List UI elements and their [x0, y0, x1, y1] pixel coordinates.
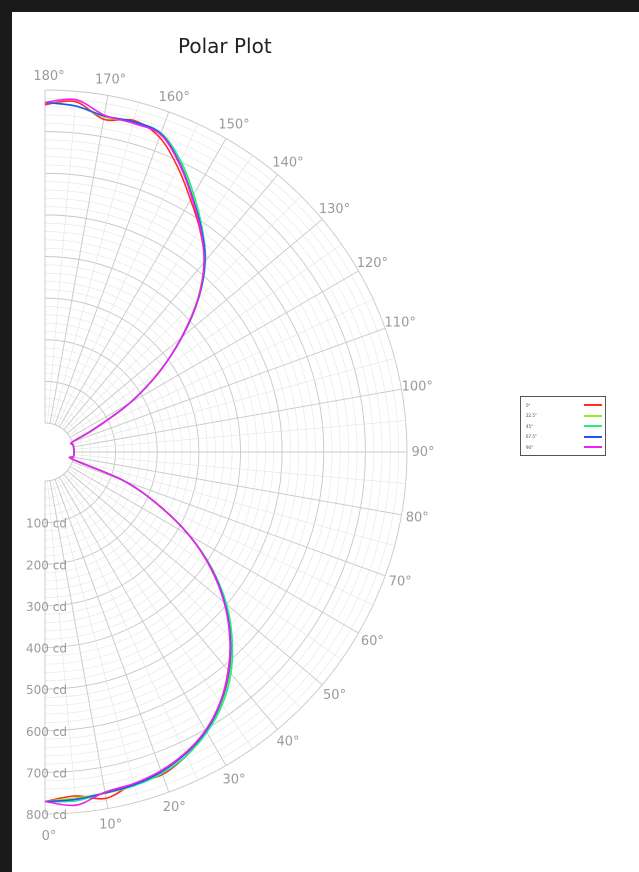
- angle-spoke: [71, 298, 374, 441]
- angle-tick-label: 40°: [276, 735, 299, 750]
- angle-tick-label: 160°: [159, 90, 190, 105]
- angle-tick-label: 130°: [319, 202, 350, 217]
- angle-spoke: [59, 138, 227, 428]
- series-line: [44, 100, 232, 803]
- polar-chart: 0° 10° 20° 30° 40° 50° 60° 70° 80° 90° 100° 110° 120…: [26, 69, 435, 844]
- angle-tick-label: 100°: [402, 379, 433, 394]
- angle-spoke: [56, 123, 199, 426]
- angle-spoke: [54, 111, 170, 425]
- radial-tick-label: 100 cd: [26, 517, 67, 531]
- angle-tick-label: 50°: [323, 688, 346, 703]
- radial-tick-label: 800 cd: [26, 808, 67, 822]
- angle-tick-label: 80°: [406, 511, 429, 526]
- legend-entry: 0°: [526, 400, 605, 411]
- angle-spoke: [47, 91, 77, 424]
- legend-label: 22.5°: [526, 413, 537, 419]
- legend-entry: 67.5°: [526, 432, 605, 443]
- angle-spoke: [72, 358, 395, 445]
- legend-swatch: [584, 435, 602, 438]
- radial-tick-label: 600 cd: [26, 725, 67, 739]
- angle-tick-label: 20°: [163, 800, 186, 815]
- angle-tick-label: 60°: [361, 634, 384, 649]
- angle-spoke: [65, 195, 302, 432]
- angle-spoke: [59, 476, 227, 766]
- angle-spoke: [63, 473, 279, 730]
- legend: 0° 22.5° 45° 67.5° 90°: [520, 396, 606, 456]
- radial-tick-label: 700 cd: [26, 766, 67, 780]
- angle-spoke: [73, 388, 402, 448]
- angle-spoke: [52, 102, 139, 425]
- legend-entry: 45°: [526, 421, 605, 432]
- legend-swatch: [584, 446, 602, 449]
- legend-label: 45°: [526, 423, 534, 429]
- angle-spoke: [73, 454, 406, 484]
- angle-tick-label: 180°: [33, 69, 64, 84]
- angle-spoke: [73, 420, 406, 450]
- legend-swatch: [584, 425, 602, 428]
- legend-label: 0°: [526, 402, 531, 408]
- angle-spoke: [71, 463, 374, 606]
- legend-label: 90°: [526, 444, 534, 450]
- polar-plot-panel: 0° 10° 20° 30° 40° 50° 60° 70° 80° 90° 100° 110° 120…: [12, 12, 639, 872]
- angle-tick-label: 30°: [222, 772, 245, 787]
- angle-spoke: [73, 456, 402, 516]
- angle-tick-label: 140°: [272, 155, 303, 170]
- legend-swatch: [584, 404, 602, 407]
- angle-spoke: [66, 470, 323, 686]
- angle-spoke: [61, 155, 253, 429]
- angle-tick-label: 10°: [99, 817, 122, 832]
- angle-spoke: [72, 327, 386, 443]
- chart-title: Polar Plot: [178, 34, 272, 58]
- radial-tick-label: 200 cd: [26, 558, 67, 572]
- angle-tick-label: 0°: [42, 829, 57, 844]
- angle-tick-label: 150°: [218, 118, 249, 133]
- radial-tick-label: 400 cd: [26, 642, 67, 656]
- angle-spoke: [56, 478, 199, 781]
- legend-swatch: [584, 414, 602, 417]
- angle-tick-label: 70°: [389, 574, 412, 589]
- series-line: [44, 98, 231, 807]
- angle-tick-label: 110°: [385, 316, 416, 331]
- angle-spoke: [65, 472, 302, 709]
- angle-spoke: [49, 480, 109, 809]
- legend-entry: 22.5°: [526, 411, 605, 422]
- legend-label: 67.5°: [526, 434, 537, 440]
- angle-tick-label: 120°: [357, 256, 388, 271]
- angle-spoke: [49, 95, 109, 424]
- angle-spoke: [69, 466, 359, 634]
- angle-spoke: [68, 468, 342, 660]
- angle-spoke: [63, 174, 279, 431]
- angle-spoke: [68, 244, 342, 436]
- angle-spoke: [66, 218, 323, 434]
- radial-tick-label: 300 cd: [26, 600, 67, 614]
- angle-spoke: [72, 459, 395, 546]
- angle-tick-label: 170°: [95, 73, 126, 88]
- angle-spoke: [69, 270, 359, 438]
- angle-spoke: [52, 479, 139, 802]
- radial-tick-label: 500 cd: [26, 683, 67, 697]
- angle-spoke: [47, 480, 77, 813]
- angle-tick-label: 90°: [411, 445, 434, 460]
- legend-entry: 90°: [526, 442, 605, 453]
- angle-spoke: [54, 479, 170, 793]
